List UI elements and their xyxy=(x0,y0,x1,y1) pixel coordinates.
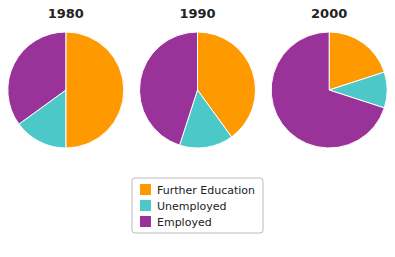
chart-title: 2000 xyxy=(311,6,347,21)
pie-slice xyxy=(66,32,124,148)
chart-title: 1980 xyxy=(48,6,84,21)
chart-title: 1990 xyxy=(179,6,215,21)
page: {"chart_data": [ {"type": "pie", "title"… xyxy=(0,0,395,257)
pie-chart: 2000 xyxy=(271,6,387,148)
pie-slice xyxy=(271,32,384,148)
legend-swatch xyxy=(140,184,151,195)
legend-frame xyxy=(132,178,263,233)
pie-chart: 1990 xyxy=(140,6,256,148)
chart-svg: 1980 1990 2000 Further Education Unemployed E… xyxy=(0,0,395,257)
pie-slice xyxy=(8,32,66,124)
chart-container: 1980 1990 2000 Further Education Unemployed E… xyxy=(0,0,395,257)
legend-label: Unemployed xyxy=(157,200,227,213)
legend-label: Employed xyxy=(157,216,212,229)
legend-label: Further Education xyxy=(157,184,255,197)
pie-chart: 1980 xyxy=(8,6,124,148)
pie-slice xyxy=(140,32,198,145)
legend-swatch xyxy=(140,200,151,211)
legend-swatch xyxy=(140,216,151,227)
legend: Further Education Unemployed Employed xyxy=(132,178,263,233)
